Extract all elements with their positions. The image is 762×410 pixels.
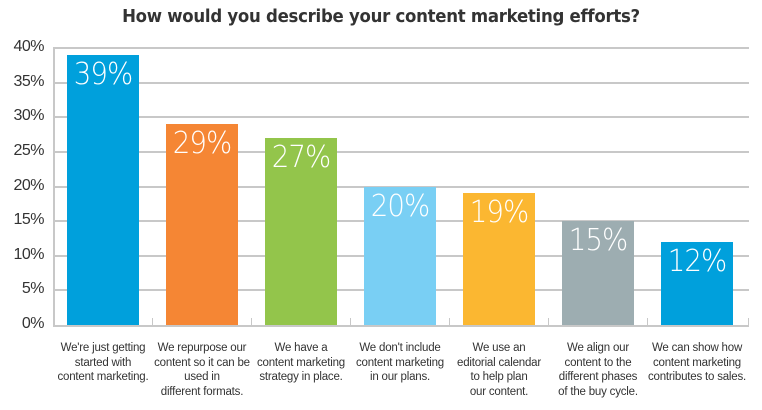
- plot-area: 39% 29% 27% 20% 19% 15% 12%: [53, 47, 749, 327]
- x-tick: [251, 318, 252, 326]
- x-tick: [350, 318, 351, 326]
- gridline: [53, 116, 749, 119]
- x-tick: [152, 318, 153, 326]
- x-category-label: We don't include content marketing in ou…: [355, 342, 444, 383]
- y-tick-label: 15%: [13, 211, 44, 229]
- gridline: [53, 150, 749, 153]
- x-category-label: We use an editorial calendar to help pla…: [457, 342, 541, 398]
- x-category-label: We're just getting started with content …: [57, 342, 149, 383]
- y-axis-line: [53, 48, 55, 327]
- bar: 15%: [562, 221, 634, 325]
- chart-title: How would you describe your content mark…: [122, 6, 640, 27]
- x-axis-line: [53, 325, 749, 327]
- x-tick: [449, 318, 450, 326]
- x-category-label: We align our content to the different ph…: [558, 342, 638, 398]
- bar-value-label: 27%: [271, 140, 332, 176]
- y-tick-label: 0%: [21, 315, 45, 332]
- bar-value-label: 19%: [469, 195, 530, 231]
- x-tick: [647, 318, 648, 326]
- bar: 12%: [661, 241, 733, 325]
- bar-value-label: 20%: [370, 188, 431, 224]
- x-category-label: We can show how content marketing contri…: [647, 342, 747, 383]
- y-tick-label: 20%: [13, 176, 44, 194]
- bar: 29%: [166, 124, 238, 325]
- y-tick-label: 25%: [13, 141, 44, 159]
- y-tick-label: 35%: [13, 72, 44, 90]
- y-tick-label: 40%: [13, 38, 44, 55]
- x-tick: [548, 318, 549, 326]
- bar: 39%: [67, 54, 139, 325]
- bar: 19%: [463, 193, 535, 325]
- y-tick-label: 5%: [21, 280, 45, 298]
- bar-value-label: 12%: [667, 243, 728, 279]
- bar-value-label: 29%: [172, 126, 233, 162]
- y-tick-label: 30%: [13, 107, 44, 125]
- x-category-label: We repurpose our content so it can be us…: [154, 342, 250, 398]
- x-category-label: We have a content marketing strategy in …: [256, 342, 345, 383]
- gridline: [53, 47, 749, 49]
- bar: 27%: [265, 138, 337, 325]
- gridline: [53, 81, 749, 84]
- bar: 20%: [364, 186, 436, 325]
- bar-value-label: 39%: [73, 56, 134, 92]
- y-tick-label: 10%: [13, 245, 44, 263]
- x-tick: [748, 318, 749, 326]
- bar-value-label: 15%: [568, 223, 629, 259]
